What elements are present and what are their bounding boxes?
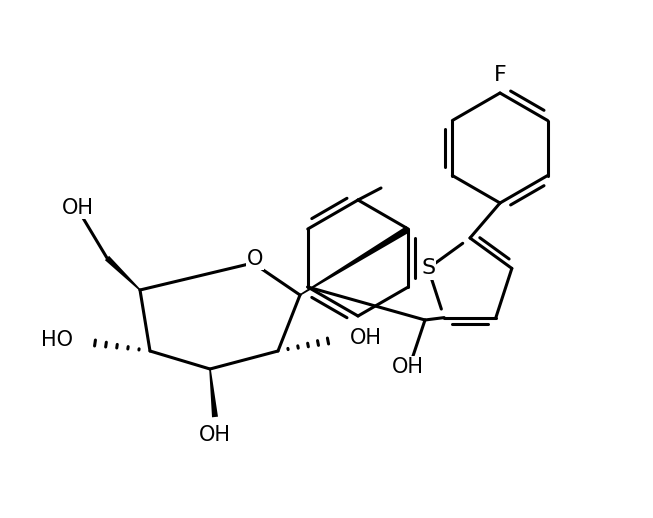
Polygon shape xyxy=(105,256,140,291)
Text: F: F xyxy=(494,65,506,85)
Text: HO: HO xyxy=(41,330,73,350)
Polygon shape xyxy=(300,226,410,296)
Text: OH: OH xyxy=(62,198,94,218)
Text: O: O xyxy=(247,249,263,269)
Text: OH: OH xyxy=(392,357,424,377)
Polygon shape xyxy=(209,369,218,418)
Text: OH: OH xyxy=(350,328,382,348)
Text: S: S xyxy=(421,258,435,278)
Text: OH: OH xyxy=(199,425,231,445)
